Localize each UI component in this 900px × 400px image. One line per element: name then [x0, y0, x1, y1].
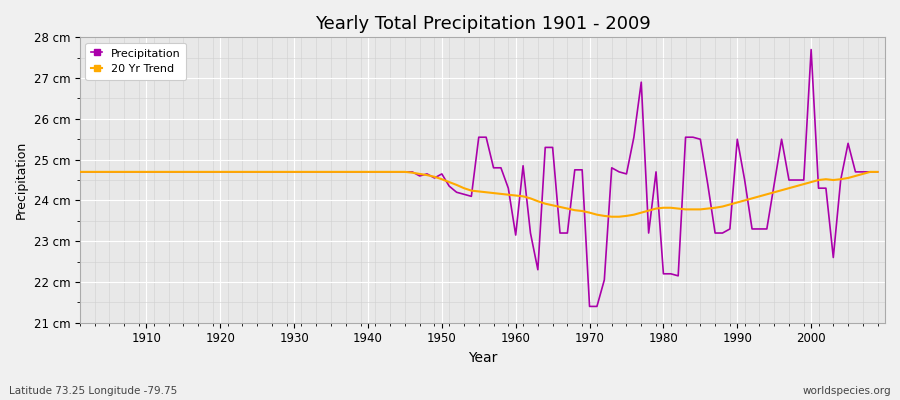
Line: Precipitation: Precipitation — [80, 50, 878, 306]
Precipitation — [872, 170, 883, 174]
Precipitation — [296, 170, 307, 174]
20 Yr Trend — [75, 170, 86, 174]
Precipitation — [806, 47, 816, 52]
20 Yr Trend — [510, 193, 521, 198]
Title: Yearly Total Precipitation 1901 - 2009: Yearly Total Precipitation 1901 - 2009 — [315, 15, 651, 33]
X-axis label: Year: Year — [468, 351, 497, 365]
Y-axis label: Precipitation: Precipitation — [15, 141, 28, 219]
Precipitation — [503, 186, 514, 190]
Legend: Precipitation, 20 Yr Trend: Precipitation, 20 Yr Trend — [86, 43, 186, 80]
Precipitation — [75, 170, 86, 174]
20 Yr Trend — [598, 214, 609, 218]
20 Yr Trend — [872, 170, 883, 174]
Precipitation — [607, 165, 617, 170]
Text: worldspecies.org: worldspecies.org — [803, 386, 891, 396]
Precipitation — [133, 170, 144, 174]
Precipitation — [510, 233, 521, 238]
Precipitation — [340, 170, 351, 174]
Line: 20 Yr Trend: 20 Yr Trend — [80, 172, 878, 217]
20 Yr Trend — [296, 170, 307, 174]
20 Yr Trend — [133, 170, 144, 174]
20 Yr Trend — [503, 192, 514, 197]
Text: Latitude 73.25 Longitude -79.75: Latitude 73.25 Longitude -79.75 — [9, 386, 177, 396]
20 Yr Trend — [340, 170, 351, 174]
20 Yr Trend — [607, 214, 617, 219]
Precipitation — [584, 304, 595, 309]
